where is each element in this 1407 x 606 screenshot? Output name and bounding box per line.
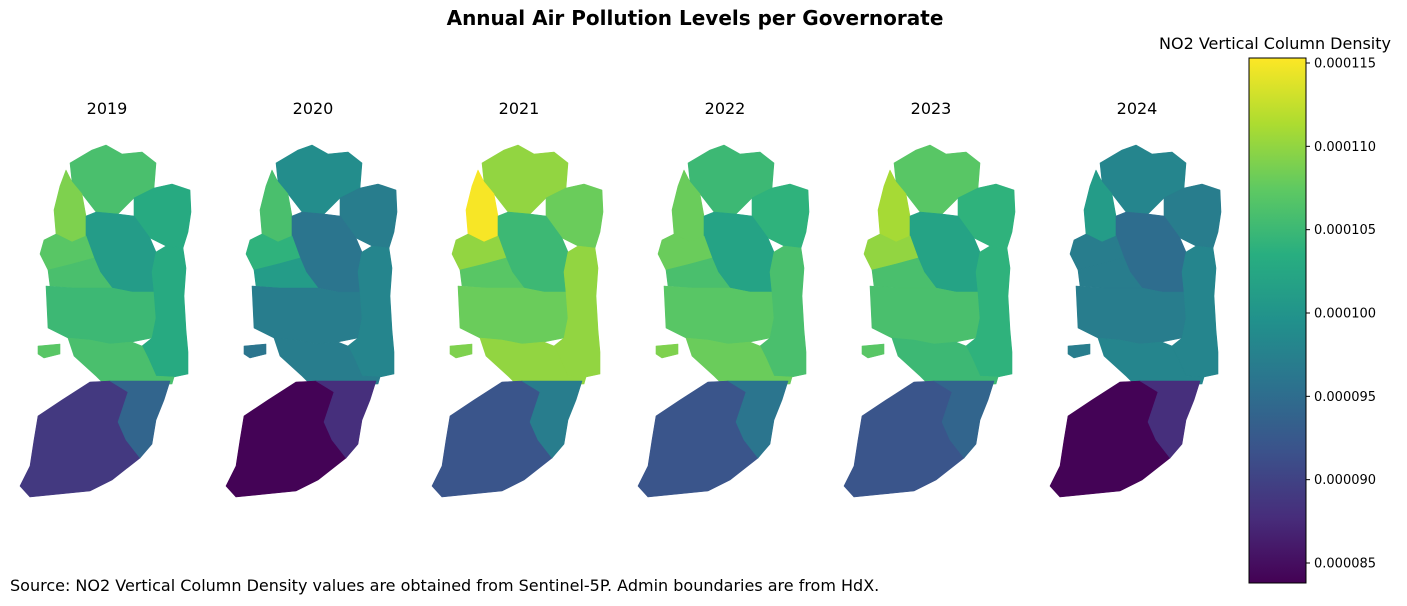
colorbar: 0.000085 0.000090 0.000095 0.000100 0.000105… [1248, 57, 1376, 584]
colorbar-label: NO2 Vertical Column Density [1159, 34, 1391, 53]
region-jerusalem-2022 [655, 343, 679, 359]
region-bethlehem-2022 [685, 337, 793, 387]
region-bethlehem-2021 [479, 337, 587, 387]
region-ramallah-2020 [251, 285, 363, 345]
region-hebron-east-2023 [933, 380, 995, 459]
map-panel-2019 [19, 144, 192, 498]
region-ramallah-2024 [1075, 285, 1187, 345]
region-bethlehem-2019 [67, 337, 175, 387]
region-bethlehem-2024 [1097, 337, 1205, 387]
region-hebron-east-2024 [1139, 380, 1201, 459]
colorbar-tick-label: 0.000110 [1314, 140, 1376, 155]
map-panel-2020 [225, 144, 398, 498]
region-jerusalem-2019 [37, 343, 61, 359]
region-bethlehem-2020 [273, 337, 381, 387]
year-label-2019: 2019 [86, 99, 128, 118]
region-jerusalem-2021 [449, 343, 473, 359]
region-hebron-west-2021 [431, 380, 553, 498]
region-bethlehem-2023 [891, 337, 999, 387]
colorbar-tick-label: 0.000095 [1314, 390, 1376, 405]
region-hebron-west-2019 [19, 380, 141, 498]
map-panel-2023 [843, 144, 1016, 498]
colorbar-tick-label: 0.000085 [1314, 557, 1376, 572]
map-panels [19, 144, 1222, 498]
region-hebron-west-2020 [225, 380, 347, 498]
region-hebron-west-2023 [843, 380, 965, 498]
year-label-2024: 2024 [1116, 99, 1158, 118]
region-ramallah-2019 [45, 285, 157, 345]
year-label-2023: 2023 [910, 99, 952, 118]
chart-title: Annual Air Pollution Levels per Governor… [446, 6, 944, 30]
region-ramallah-2023 [869, 285, 981, 345]
region-jerusalem-2024 [1067, 343, 1091, 359]
year-label-2020: 2020 [292, 99, 334, 118]
region-hebron-east-2022 [727, 380, 789, 459]
year-label-2022: 2022 [704, 99, 746, 118]
colorbar-gradient [1248, 57, 1307, 584]
region-ramallah-2021 [457, 285, 569, 345]
map-panel-2022 [637, 144, 810, 498]
region-hebron-west-2024 [1049, 380, 1171, 498]
region-hebron-east-2020 [315, 380, 377, 459]
colorbar-tick-label: 0.000090 [1314, 473, 1376, 488]
colorbar-tick-label: 0.000115 [1314, 57, 1376, 72]
region-hebron-west-2022 [637, 380, 759, 498]
colorbar-tick-label: 0.000100 [1314, 307, 1376, 322]
region-hebron-east-2019 [109, 380, 171, 459]
region-jerusalem-2020 [243, 343, 267, 359]
source-note: Source: NO2 Vertical Column Density valu… [10, 576, 880, 595]
map-panel-2024 [1049, 144, 1222, 498]
region-jerusalem-2023 [861, 343, 885, 359]
region-hebron-east-2021 [521, 380, 583, 459]
colorbar-tick-label: 0.000105 [1314, 223, 1376, 238]
year-label-2021: 2021 [498, 99, 540, 118]
region-ramallah-2022 [663, 285, 775, 345]
map-panel-2021 [431, 144, 604, 498]
